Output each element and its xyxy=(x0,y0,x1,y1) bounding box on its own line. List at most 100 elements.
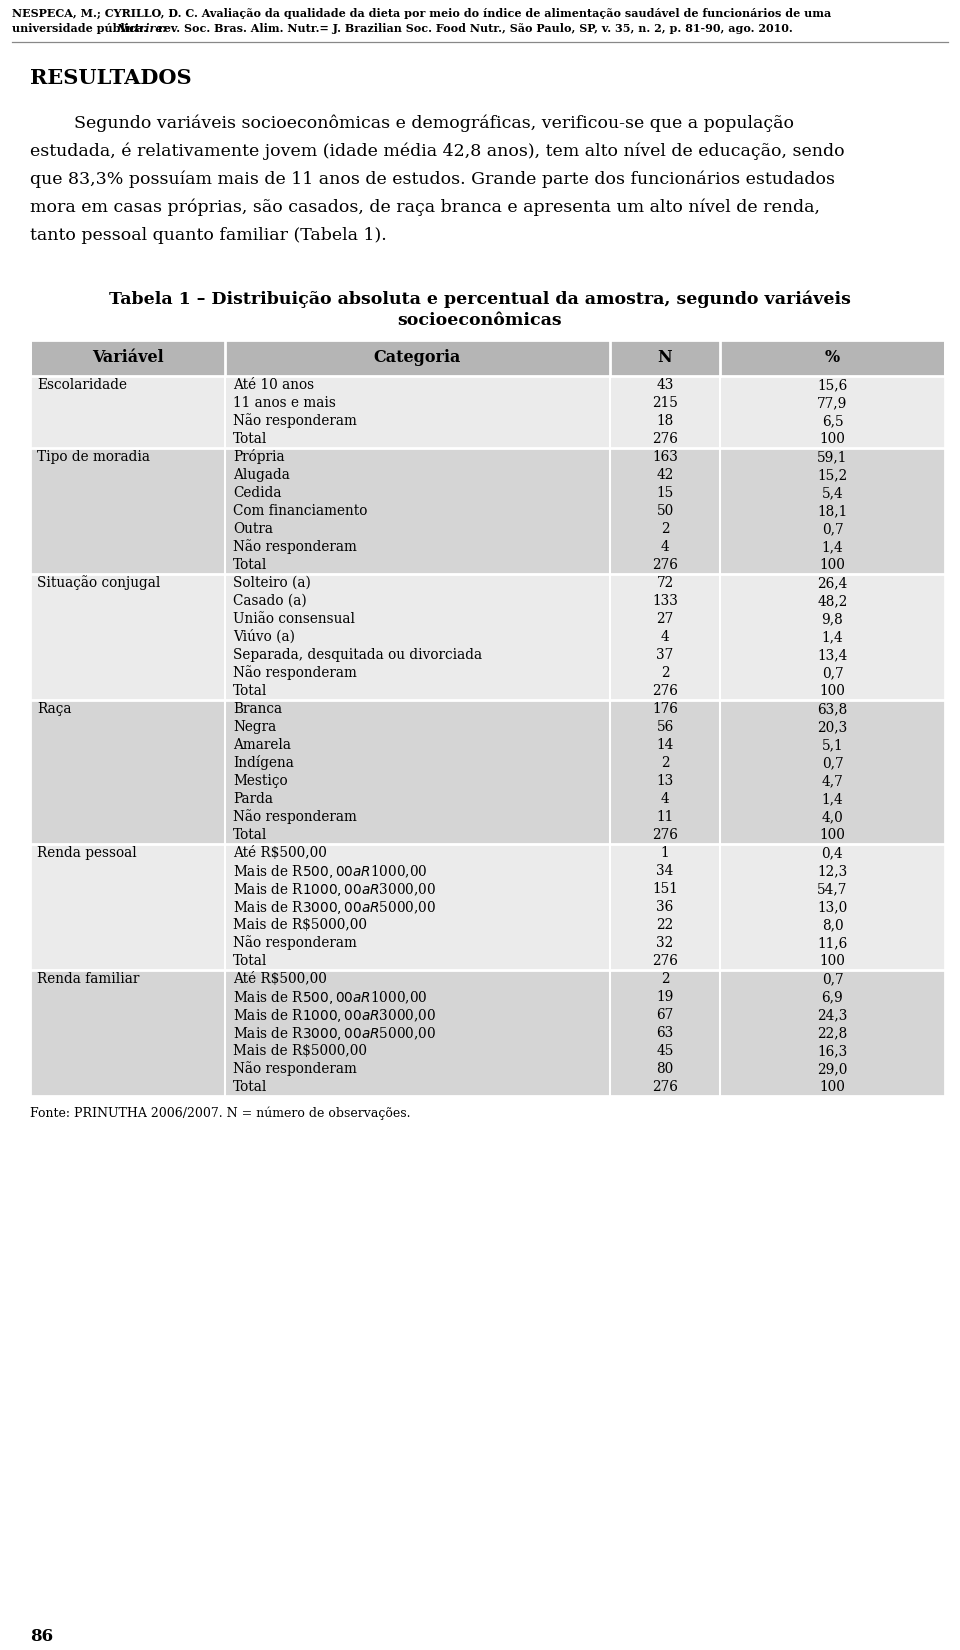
Text: 276: 276 xyxy=(652,432,678,446)
Text: Não responderam: Não responderam xyxy=(233,414,357,429)
Text: Variável: Variável xyxy=(92,350,163,366)
Text: Não responderam: Não responderam xyxy=(233,665,357,680)
Text: 100: 100 xyxy=(820,828,846,842)
Text: 1,4: 1,4 xyxy=(822,792,844,805)
Text: 2: 2 xyxy=(660,667,669,680)
Text: Mais de R$5000,00: Mais de R$5000,00 xyxy=(233,1044,367,1058)
Text: 0,7: 0,7 xyxy=(822,756,843,771)
Text: Negra: Negra xyxy=(233,719,276,734)
Text: Escolaridade: Escolaridade xyxy=(37,378,127,393)
Text: 0,7: 0,7 xyxy=(822,667,843,680)
Bar xyxy=(30,449,945,574)
Text: Até 10 anos: Até 10 anos xyxy=(233,378,314,393)
Text: 18: 18 xyxy=(657,414,674,427)
Text: 4,7: 4,7 xyxy=(822,774,844,789)
Text: 36: 36 xyxy=(657,899,674,914)
Text: Total: Total xyxy=(233,432,268,446)
Text: 215: 215 xyxy=(652,396,678,409)
Text: 276: 276 xyxy=(652,558,678,573)
Text: 6,9: 6,9 xyxy=(822,990,844,1003)
Text: Outra: Outra xyxy=(233,521,273,536)
Text: Nutrire:: Nutrire: xyxy=(116,23,166,35)
Text: Amarela: Amarela xyxy=(233,738,291,752)
Text: 276: 276 xyxy=(652,828,678,842)
Text: 4: 4 xyxy=(660,630,669,644)
Text: 0,4: 0,4 xyxy=(822,846,844,860)
Text: 56: 56 xyxy=(657,719,674,734)
Text: Não responderam: Não responderam xyxy=(233,810,357,825)
Text: 50: 50 xyxy=(657,503,674,518)
Text: Total: Total xyxy=(233,558,268,573)
Bar xyxy=(30,700,945,845)
Text: 276: 276 xyxy=(652,954,678,969)
Text: 27: 27 xyxy=(657,612,674,625)
Text: Até R$500,00: Até R$500,00 xyxy=(233,846,326,860)
Text: 45: 45 xyxy=(657,1044,674,1058)
Text: 5,1: 5,1 xyxy=(822,738,843,752)
Text: 133: 133 xyxy=(652,594,678,607)
Text: 100: 100 xyxy=(820,685,846,698)
Text: 0,7: 0,7 xyxy=(822,972,843,987)
Bar xyxy=(30,574,945,700)
Text: socioeconômicas: socioeconômicas xyxy=(397,312,563,328)
Text: 13,4: 13,4 xyxy=(817,648,848,662)
Text: Parda: Parda xyxy=(233,792,273,805)
Text: Separada, desquitada ou divorciada: Separada, desquitada ou divorciada xyxy=(233,648,482,662)
Text: 0,7: 0,7 xyxy=(822,521,843,536)
Text: Mais de R$500,00 a R$1000,00: Mais de R$500,00 a R$1000,00 xyxy=(233,988,428,1005)
Text: Total: Total xyxy=(233,828,268,842)
Text: que 83,3% possuíam mais de 11 anos de estudos. Grande parte dos funcionários est: que 83,3% possuíam mais de 11 anos de es… xyxy=(30,172,835,188)
Text: 100: 100 xyxy=(820,1081,846,1094)
Text: Mais de R$1000,00 a R$3000,00: Mais de R$1000,00 a R$3000,00 xyxy=(233,881,437,898)
Text: 13,0: 13,0 xyxy=(817,899,848,914)
Text: 1,4: 1,4 xyxy=(822,540,844,554)
Text: Cedida: Cedida xyxy=(233,487,281,500)
Text: Mestiço: Mestiço xyxy=(233,774,288,789)
Text: União consensual: União consensual xyxy=(233,612,355,625)
Bar xyxy=(30,376,945,449)
Text: 15: 15 xyxy=(657,487,674,500)
Text: 9,8: 9,8 xyxy=(822,612,844,625)
Text: 48,2: 48,2 xyxy=(817,594,848,607)
Text: Mais de R$3000,00 a R$5000,00: Mais de R$3000,00 a R$5000,00 xyxy=(233,1025,437,1041)
Text: 6,5: 6,5 xyxy=(822,414,843,427)
Text: 14: 14 xyxy=(657,738,674,752)
Text: Mais de R$1000,00 a R$3000,00: Mais de R$1000,00 a R$3000,00 xyxy=(233,1006,437,1023)
Text: 54,7: 54,7 xyxy=(817,883,848,896)
Text: 2: 2 xyxy=(660,756,669,771)
Text: 12,3: 12,3 xyxy=(817,865,848,878)
Text: Raça: Raça xyxy=(37,701,71,716)
Text: Categoria: Categoria xyxy=(373,350,461,366)
Text: 20,3: 20,3 xyxy=(817,719,848,734)
Text: 1: 1 xyxy=(660,846,669,860)
Text: Solteiro (a): Solteiro (a) xyxy=(233,576,311,591)
Text: 1,4: 1,4 xyxy=(822,630,844,644)
Text: Não responderam: Não responderam xyxy=(233,540,357,554)
Text: Total: Total xyxy=(233,1081,268,1094)
Text: 2: 2 xyxy=(660,521,669,536)
Text: 63: 63 xyxy=(657,1026,674,1040)
Text: 100: 100 xyxy=(820,954,846,969)
Text: 15,6: 15,6 xyxy=(817,378,848,393)
Text: Total: Total xyxy=(233,954,268,969)
Text: 2: 2 xyxy=(660,972,669,987)
Text: Fonte: PRINUTHA 2006/2007. N = número de observações.: Fonte: PRINUTHA 2006/2007. N = número de… xyxy=(30,1106,411,1119)
Text: Renda pessoal: Renda pessoal xyxy=(37,846,136,860)
Text: 22: 22 xyxy=(657,917,674,932)
Text: universidade pública.: universidade pública. xyxy=(12,23,151,35)
Text: mora em casas próprias, são casados, de raça branca e apresenta um alto nível de: mora em casas próprias, são casados, de … xyxy=(30,200,820,216)
Text: 5,4: 5,4 xyxy=(822,487,844,500)
Text: 4: 4 xyxy=(660,792,669,805)
Text: 43: 43 xyxy=(657,378,674,393)
Text: Mais de R$5000,00: Mais de R$5000,00 xyxy=(233,917,367,932)
Text: 59,1: 59,1 xyxy=(817,450,848,464)
Text: Situação conjugal: Situação conjugal xyxy=(37,576,160,591)
Text: 100: 100 xyxy=(820,432,846,446)
Text: Segundo variáveis socioeconômicas e demográficas, verificou-se que a população: Segundo variáveis socioeconômicas e demo… xyxy=(30,116,794,132)
Text: %: % xyxy=(825,350,840,366)
Text: 11 anos e mais: 11 anos e mais xyxy=(233,396,336,409)
Text: 11: 11 xyxy=(657,810,674,823)
Text: Mais de R$3000,00 a R$5000,00: Mais de R$3000,00 a R$5000,00 xyxy=(233,899,437,916)
Text: 276: 276 xyxy=(652,1081,678,1094)
Text: 32: 32 xyxy=(657,936,674,950)
